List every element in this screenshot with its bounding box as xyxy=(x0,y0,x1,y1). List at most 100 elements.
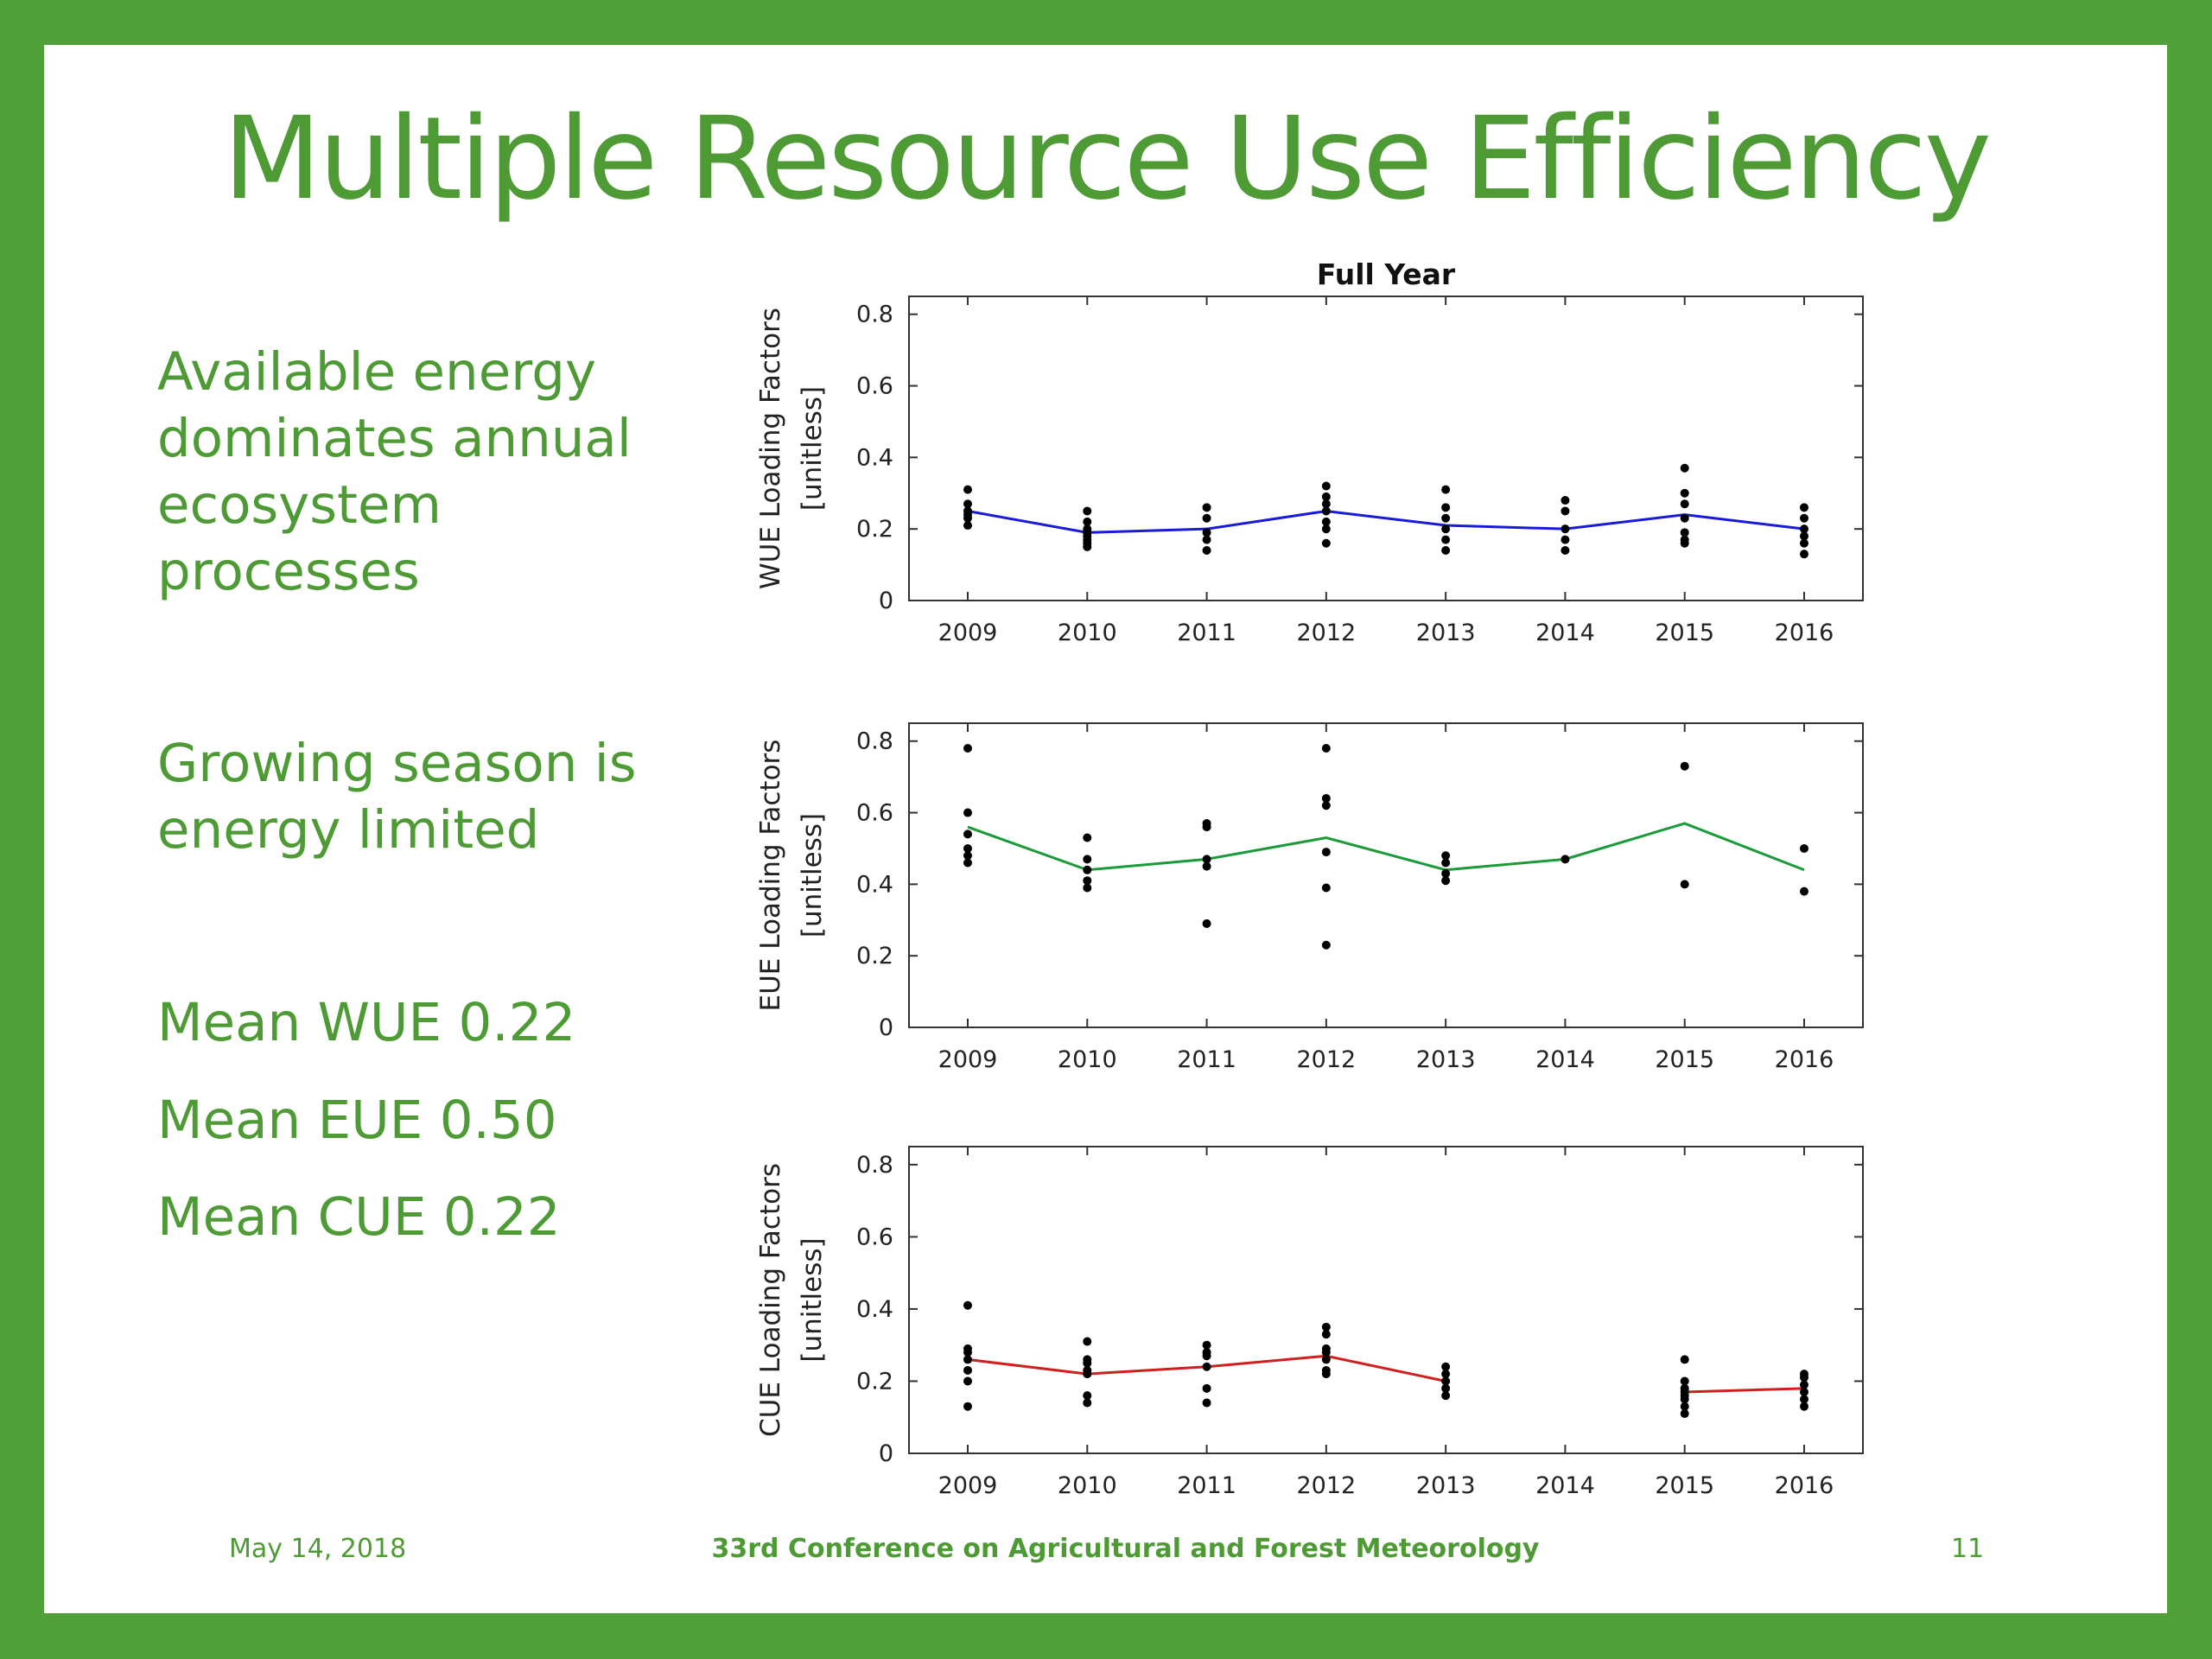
eue-xtick-label: 2013 xyxy=(1416,1046,1476,1073)
wue-data-point xyxy=(1083,517,1092,526)
wue-plot-frame xyxy=(908,296,1864,601)
wue-xtick-label: 2014 xyxy=(1535,620,1595,646)
wue-chart-title: Full Year xyxy=(1317,257,1456,291)
wue-data-point xyxy=(1321,524,1331,534)
mean-cue: Mean CUE 0.22 xyxy=(157,1186,561,1248)
wue-ytick-label: 0.2 xyxy=(856,516,893,543)
eue-data-point xyxy=(1800,843,1808,853)
eue-data-point xyxy=(963,843,972,853)
eue-ytick-label: 0.8 xyxy=(856,728,893,755)
cue-data-point xyxy=(1321,1370,1331,1379)
cue-ytick-label: 0.6 xyxy=(856,1224,893,1250)
cue-data-point xyxy=(1800,1402,1808,1411)
wue-data-point xyxy=(1800,531,1808,541)
eue-plot-frame xyxy=(908,722,1864,1028)
cue-xtick-label: 2013 xyxy=(1416,1472,1476,1499)
wue-data-point xyxy=(1441,503,1451,512)
cue-xtick-label: 2009 xyxy=(938,1472,998,1499)
cue-data-point xyxy=(1083,1370,1092,1379)
footer-date: May 14, 2018 xyxy=(229,1534,407,1564)
eue-data-point xyxy=(1083,876,1092,886)
cue-xtick-label: 2011 xyxy=(1177,1472,1236,1499)
wue-ylabel-line: WUE Loading Factors xyxy=(755,308,786,589)
wue-data-point xyxy=(1800,538,1808,548)
eue-xtick-label: 2012 xyxy=(1296,1046,1356,1073)
wue-mean-line xyxy=(967,509,1805,534)
wue-data-point xyxy=(963,521,972,531)
wue-data-point xyxy=(1321,499,1331,509)
eue-data-point xyxy=(963,743,972,753)
wue-data-point xyxy=(1680,513,1689,523)
cue-data-point xyxy=(1680,1355,1689,1364)
eue-ytick-label: 0.2 xyxy=(856,943,893,969)
eue-xtick-label: 2014 xyxy=(1535,1046,1595,1073)
cue-data-point xyxy=(1321,1322,1331,1332)
wue-data-point xyxy=(1680,499,1689,509)
eue-data-point xyxy=(963,808,972,817)
wue-data-point xyxy=(1202,528,1211,537)
cue-data-point xyxy=(963,1402,972,1411)
wue-data-point xyxy=(963,513,972,523)
cue-data-point xyxy=(1441,1362,1451,1371)
wue-data-point xyxy=(1441,485,1451,494)
eue-data-point xyxy=(1202,823,1211,832)
eue-data-point xyxy=(963,851,972,861)
eue-ylabel-line: EUE Loading Factors xyxy=(755,740,786,1012)
eue-data-point xyxy=(1083,883,1092,893)
wue-data-point xyxy=(1202,535,1211,544)
eue-data-point xyxy=(1202,861,1211,871)
cue-mean-line xyxy=(1684,1387,1805,1394)
eue-data-point xyxy=(1083,855,1092,864)
eue-data-point xyxy=(1560,855,1570,864)
eue-xtick-label: 2009 xyxy=(938,1046,998,1073)
wue-data-point xyxy=(1680,488,1689,498)
cue-xtick-label: 2010 xyxy=(1058,1472,1117,1499)
wue-data-point xyxy=(1800,513,1808,523)
cue-data-point xyxy=(1800,1388,1808,1396)
wue-data-point xyxy=(963,485,972,494)
cue-ytick-label: 0.2 xyxy=(856,1368,893,1395)
cue-data-point xyxy=(1800,1380,1808,1389)
eue-mean-line xyxy=(967,822,1805,872)
wue-ytick-label: 0.6 xyxy=(856,373,893,400)
cue-data-point xyxy=(963,1355,972,1364)
wue-data-point xyxy=(1321,538,1331,548)
wue-data-point xyxy=(1202,503,1211,512)
cue-data-point xyxy=(963,1365,972,1375)
cue-plot-frame xyxy=(908,1146,1864,1454)
cue-xtick-label: 2016 xyxy=(1775,1472,1834,1499)
wue-data-point xyxy=(1560,506,1570,516)
cue-data-point xyxy=(963,1376,972,1386)
cue-data-point xyxy=(1321,1330,1331,1339)
eue-data-point xyxy=(1321,848,1331,857)
eue-data-point xyxy=(1202,918,1211,928)
cue-data-point xyxy=(963,1348,972,1357)
wue-ylabel-line: [unitless] xyxy=(797,386,828,511)
wue-xtick-label: 2010 xyxy=(1058,620,1117,646)
eue-ylabel-line: [unitless] xyxy=(797,813,828,938)
cue-chart: 0 0.2 0.4 0.6 0.8 2009 2010 2011 2012 2013 2014 201… xyxy=(755,1146,1864,1499)
wue-data-point xyxy=(1321,517,1331,526)
wue-data-point xyxy=(1680,528,1689,537)
cue-data-point xyxy=(1202,1362,1211,1371)
wue-data-point xyxy=(1202,546,1211,556)
footer-conference: 33rd Conference on Agricultural and Fore… xyxy=(711,1534,1540,1564)
wue-xtick-label: 2009 xyxy=(938,620,998,646)
eue-data-point xyxy=(1441,868,1451,878)
cue-data-point xyxy=(1441,1391,1451,1401)
eue-data-point xyxy=(1680,761,1689,771)
eue-data-point xyxy=(1321,940,1331,950)
footer-page-number: 11 xyxy=(1951,1534,1985,1564)
eue-data-point xyxy=(1321,801,1331,810)
eue-data-point xyxy=(1202,855,1211,864)
cue-ylabel-line: CUE Loading Factors xyxy=(755,1163,786,1437)
cue-xtick-label: 2012 xyxy=(1296,1472,1356,1499)
wue-data-point xyxy=(963,499,972,509)
eue-data-point xyxy=(1441,876,1451,886)
cue-data-point xyxy=(1680,1395,1689,1404)
slide-title: Multiple Resource Use Efficiency xyxy=(223,92,1992,226)
wue-data-point xyxy=(1560,496,1570,505)
eue-data-point xyxy=(1083,833,1092,842)
wue-data-point xyxy=(1560,535,1570,544)
